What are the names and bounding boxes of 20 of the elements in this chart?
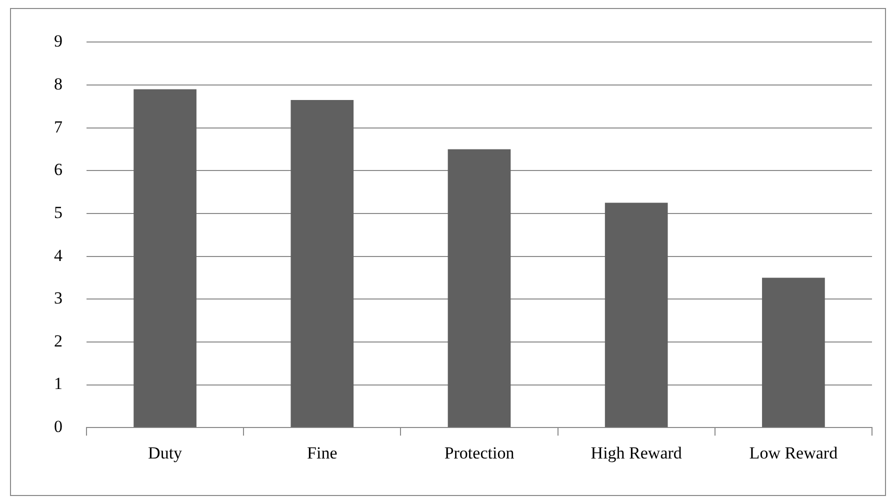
- y-tick-label: 8: [54, 74, 62, 94]
- y-tick-label: 9: [54, 32, 62, 51]
- bar: [134, 89, 196, 428]
- y-tick-label: 2: [54, 331, 62, 350]
- y-tick-label: 4: [54, 246, 63, 265]
- x-tick-label: Fine: [307, 443, 338, 462]
- y-tick-label: 1: [54, 374, 62, 394]
- y-tick-label: 7: [54, 117, 63, 136]
- y-tick-label: 0: [54, 417, 62, 436]
- bar: [604, 202, 668, 428]
- x-tick-label: High Reward: [590, 443, 682, 462]
- x-tick-label: Low Reward: [749, 443, 838, 462]
- x-tick-label: Duty: [148, 443, 183, 462]
- y-tick-label: 6: [54, 160, 62, 180]
- x-tick-label: Protection: [444, 443, 515, 462]
- bar: [762, 278, 825, 428]
- bar: [290, 100, 354, 428]
- y-tick-label: 5: [54, 202, 62, 222]
- bar: [448, 149, 511, 428]
- y-tick-label: 3: [54, 288, 62, 308]
